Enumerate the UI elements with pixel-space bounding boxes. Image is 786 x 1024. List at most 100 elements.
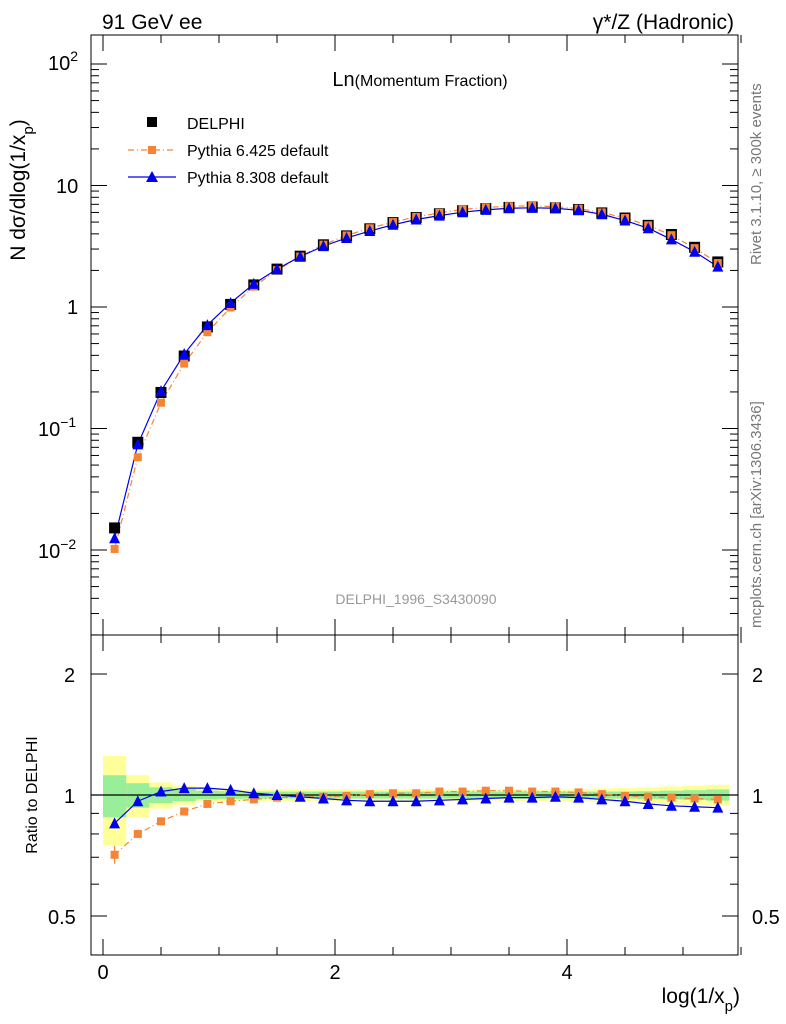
ratio-point-pythia8 (526, 791, 538, 803)
x-axis-ticks (102, 35, 742, 955)
data-point-pythia8 (178, 348, 190, 360)
ytick-label-0.1: 10−1 (38, 414, 76, 441)
ratio-point-pythia8 (665, 799, 677, 811)
ratio-y-tick-labels-left: 2 1 0.5 (48, 665, 76, 929)
series-points-delphi (109, 201, 724, 534)
ytick-label-0.01: 10−2 (38, 536, 76, 563)
ratio-point-pythia8 (573, 791, 585, 803)
plot-title: Ln(Momentum Fraction) (332, 69, 507, 91)
ratio-point-pythia8 (410, 795, 422, 807)
data-point-pythia8 (364, 225, 376, 237)
ratio-point-pythia8 (201, 782, 213, 794)
data-point-pythia8 (526, 201, 538, 213)
data-point-pythia8 (433, 209, 445, 221)
ratio-point-pythia8 (480, 792, 492, 804)
data-point-pythia8 (341, 231, 353, 243)
ratio-point-pythia6 (226, 797, 235, 806)
ratio-point-pythia8 (294, 790, 306, 802)
ratio-point-pythia6 (365, 790, 374, 799)
ratio-point-pythia8 (457, 793, 469, 805)
series-line-pythia6 (114, 205, 719, 550)
ratio-ytick-0.5-right: 0.5 (752, 907, 780, 929)
ratio-band-inner-bin (103, 775, 127, 818)
ratio-point-pythia8 (364, 795, 376, 807)
analysis-watermark: DELPHI_1996_S3430090 (335, 591, 496, 607)
ratio-y-axis-label: Ratio to DELPHI (24, 736, 41, 853)
ratio-point-pythia8 (317, 792, 329, 804)
ratio-ytick-2-right: 2 (752, 665, 763, 687)
ratio-point-pythia8 (109, 817, 121, 829)
ratio-point-pythia6 (713, 795, 722, 804)
ratio-point-pythia8 (248, 787, 260, 799)
legend-mc2-label: Pythia 8.308 default (187, 170, 329, 187)
ratio-point-pythia6 (249, 795, 258, 804)
ratio-ytick-1-left: 1 (64, 786, 75, 808)
xtick-label-0: 0 (97, 962, 108, 984)
xtick-label-4: 4 (561, 962, 572, 984)
series-points-pythia6 (110, 201, 722, 553)
data-point-pythia8 (480, 203, 492, 215)
ratio-point-pythia8 (689, 800, 701, 812)
data-point-pythia8 (248, 277, 260, 289)
data-point-pythia8 (689, 245, 701, 257)
ratio-point-pythia8 (271, 789, 283, 800)
main-axis-ticks (91, 63, 738, 636)
ratio-ytick-2-left: 2 (64, 665, 75, 687)
data-point-pythia8 (503, 202, 515, 214)
ratio-y-tick-labels-right: 2 1 0.5 (752, 665, 780, 929)
data-point-pythia8 (317, 240, 329, 252)
ytick-label-100: 102 (48, 48, 78, 75)
ratio-point-pythia6 (389, 789, 397, 798)
data-point-pythia8 (155, 385, 167, 397)
data-point-pythia8 (109, 532, 121, 544)
data-point-pythia8 (457, 206, 469, 218)
ratio-point-pythia8 (341, 794, 353, 806)
ratio-axis-ticks (91, 673, 738, 956)
ratio-ytick-1-right: 1 (752, 786, 763, 808)
ratio-point-pythia8 (178, 782, 190, 794)
header-right: γ*/Z (Hadronic) (593, 11, 734, 34)
ratio-point-pythia8 (503, 791, 515, 803)
data-point-pythia8 (619, 214, 631, 226)
data-point-pythia6 (110, 544, 119, 553)
ratio-point-pythia6 (505, 786, 513, 795)
data-point-pythia8 (271, 263, 283, 275)
ratio-point-pythia6 (412, 789, 421, 798)
data-point-pythia8 (549, 202, 561, 214)
ytick-label-1: 1 (67, 297, 78, 319)
legend-data-label: DELPHI (187, 116, 245, 133)
xtick-label-2: 2 (329, 962, 340, 984)
ratio-point-pythia8 (225, 783, 237, 795)
data-point-pythia6 (180, 359, 189, 368)
ratio-point-pythia6 (481, 786, 490, 795)
ratio-point-pythia6 (644, 792, 653, 801)
ratio-point-pythia8 (387, 795, 399, 807)
ratio-point-pythia8 (132, 795, 144, 807)
data-point-delphi (109, 522, 121, 534)
ratio-point-pythia8 (549, 790, 561, 802)
ratio-point-pythia6 (667, 793, 676, 802)
data-point-pythia8 (410, 213, 422, 225)
rivet-version-label: Rivet 3.1.10, ≥ 300k events (748, 83, 765, 265)
ratio-point-pythia8 (155, 785, 167, 797)
data-point-pythia8 (387, 218, 399, 230)
data-point-pythia6 (157, 398, 165, 407)
header-left: 91 GeV ee (102, 11, 202, 34)
ratio-point-pythia6 (203, 799, 212, 808)
ratio-point-pythia8 (433, 794, 445, 806)
data-point-pythia8 (665, 233, 677, 245)
legend: DELPHI Pythia 6.425 default Pythia 8.308… (128, 116, 329, 187)
x-axis-label: log(1/xp) (662, 985, 740, 1015)
ratio-point-pythia8 (712, 801, 724, 813)
data-point-pythia8 (573, 204, 585, 216)
data-point-pythia8 (712, 260, 724, 272)
ratio-point-pythia6 (133, 829, 142, 838)
ratio-point-pythia6 (458, 787, 467, 796)
ratio-ytick-0.5-left: 0.5 (48, 907, 76, 929)
data-point-pythia8 (642, 222, 654, 234)
ratio-point-pythia8 (596, 793, 608, 805)
ratio-point-pythia6 (157, 817, 165, 826)
legend-mc2-marker (146, 171, 158, 182)
ratio-point-pythia6 (690, 794, 699, 803)
